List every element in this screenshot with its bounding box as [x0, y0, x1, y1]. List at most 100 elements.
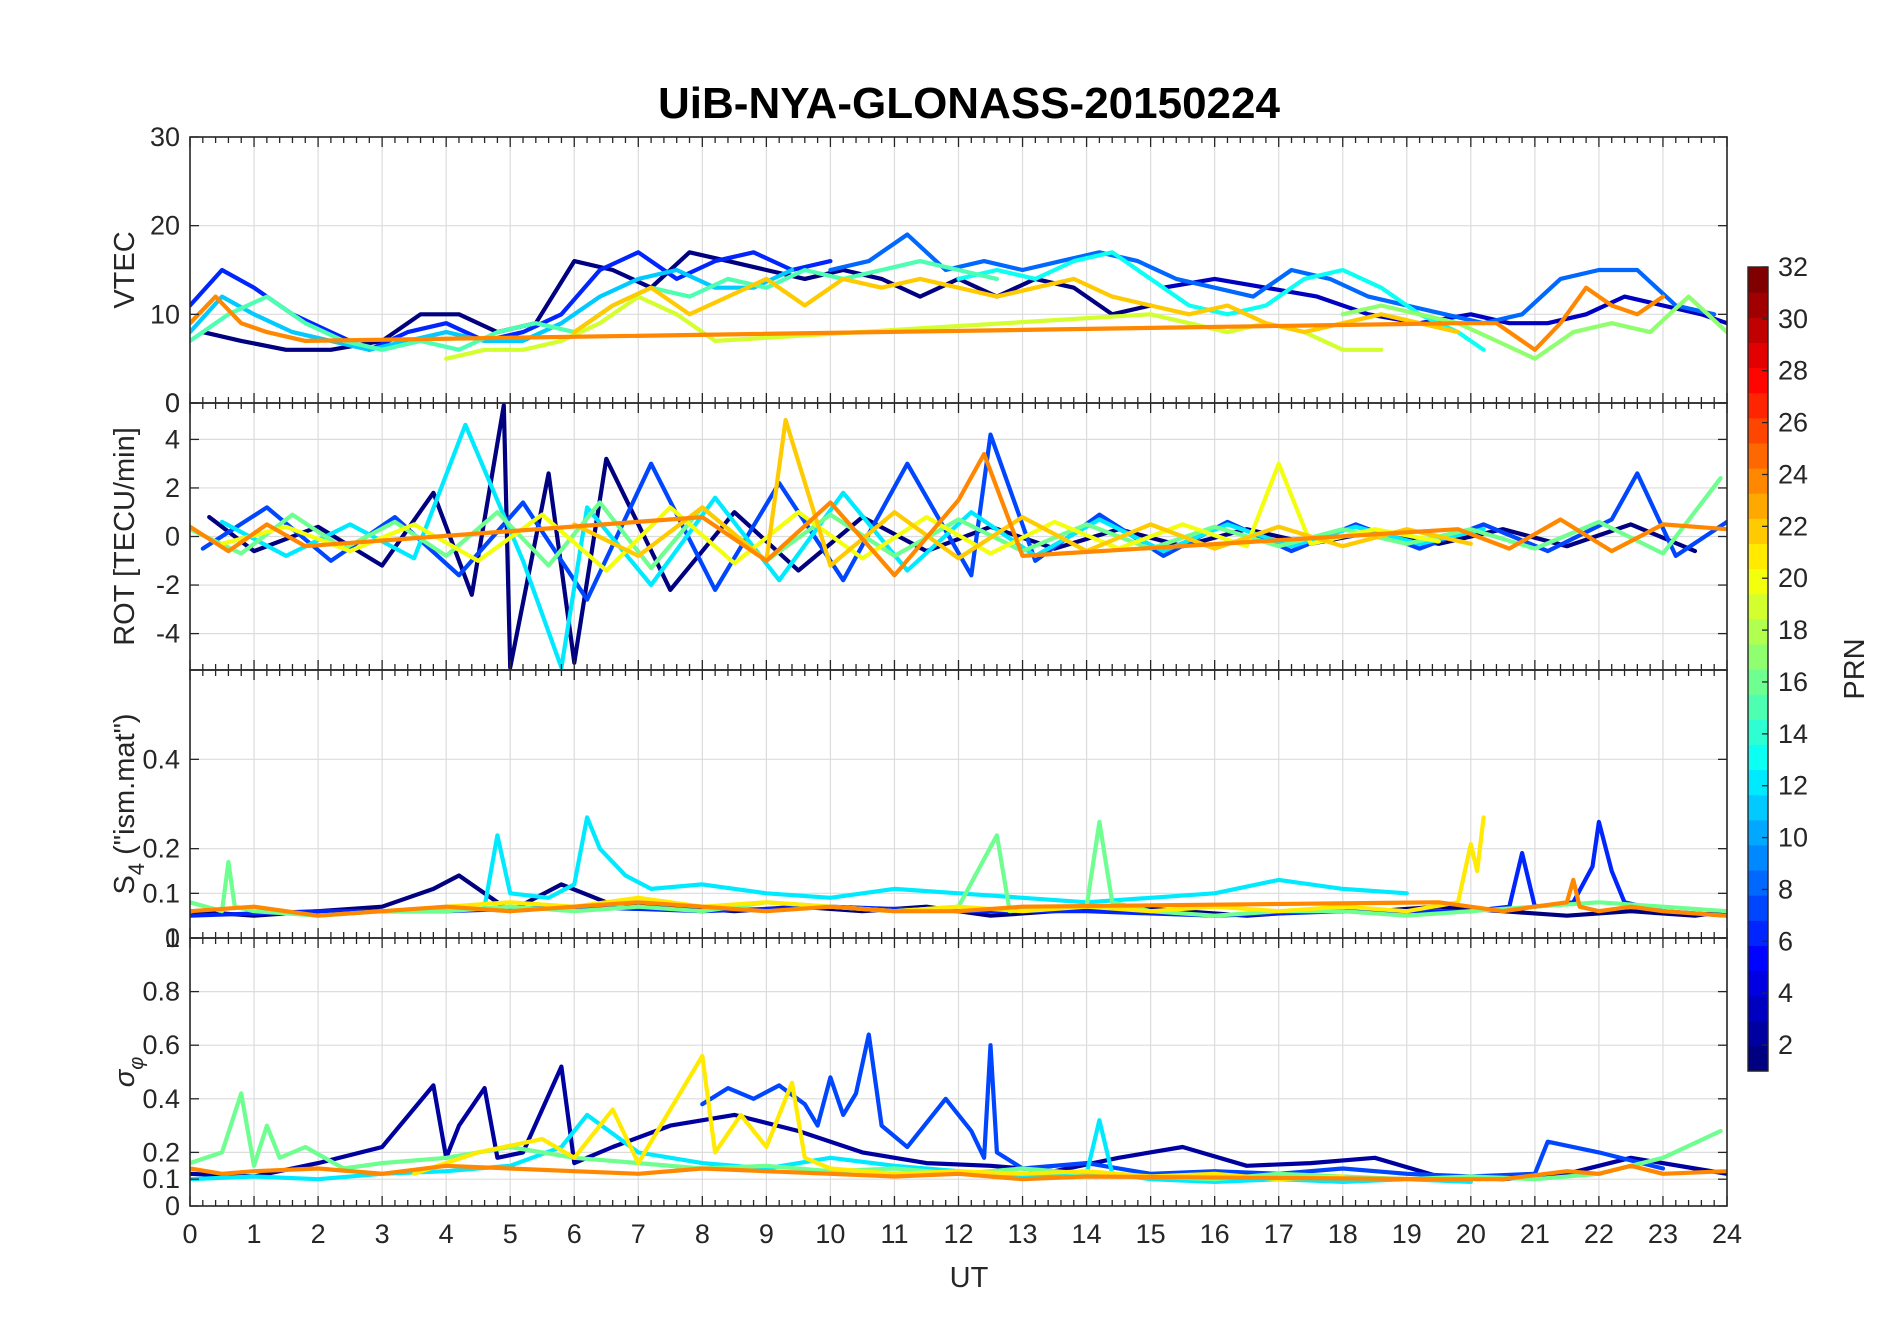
- y-axis-label: S4 ("ism.mat"): [109, 713, 149, 894]
- series-prn-8: [828, 232, 1717, 326]
- colorbar-segment: [1748, 518, 1768, 544]
- colorbar-segment: [1748, 568, 1768, 595]
- x-tick-label: 6: [567, 1219, 582, 1249]
- colorbar-segment: [1748, 719, 1768, 745]
- series-prn-13: [956, 250, 1486, 352]
- x-axis-label: UT: [950, 1262, 989, 1294]
- y-tick-label: 0: [165, 522, 180, 552]
- colorbar-tick-label: 20: [1778, 563, 1808, 593]
- colorbar-segment: [1748, 417, 1768, 444]
- series-prn-24: [190, 451, 1727, 578]
- y-tick-label: 0.8: [142, 977, 180, 1007]
- x-tick-label: 13: [1008, 1219, 1038, 1249]
- y-tick-label: 0.4: [142, 1084, 180, 1114]
- colorbar-segment: [1748, 292, 1768, 318]
- colorbar-tick-label: 2: [1778, 1030, 1793, 1060]
- colorbar-segment: [1748, 643, 1768, 670]
- colorbar-segment: [1748, 543, 1768, 570]
- x-tick-label: 5: [503, 1219, 518, 1249]
- x-tick-label: 0: [182, 1219, 197, 1249]
- x-tick-label: 15: [1136, 1219, 1166, 1249]
- y-tick-label: 4: [165, 424, 180, 454]
- colorbar-tick-label: 14: [1778, 719, 1808, 749]
- y-tick-label: -2: [156, 570, 180, 600]
- x-tick-label: 23: [1648, 1219, 1678, 1249]
- colorbar-tick-label: 4: [1778, 978, 1793, 1008]
- series-prn-7: [700, 1032, 1666, 1179]
- series-prn-7: [200, 432, 1727, 602]
- y-tick-label: 0: [165, 388, 180, 418]
- x-tick-label: 9: [759, 1219, 774, 1249]
- y-tick-label: 0: [165, 1191, 180, 1221]
- y-tick-label: 30: [150, 122, 180, 152]
- x-tick-label: 11: [880, 1219, 908, 1249]
- y-tick-label: 0.4: [142, 744, 180, 774]
- y-tick-label: 0.2: [142, 1137, 180, 1167]
- colorbar-tick-label: 12: [1778, 771, 1808, 801]
- y-tick-label: 0.1: [142, 878, 180, 908]
- colorbar-segment: [1748, 920, 1768, 946]
- colorbar-segment: [1748, 367, 1768, 394]
- colorbar-tick-label: 24: [1778, 459, 1808, 489]
- y-axis-label: VTEC: [109, 231, 141, 308]
- y-axis-label: σφ: [109, 1057, 148, 1088]
- x-tick-label: 16: [1200, 1219, 1230, 1249]
- colorbar-segment: [1748, 267, 1768, 293]
- colorbar-segment: [1748, 669, 1768, 695]
- x-tick-label: 24: [1712, 1219, 1742, 1249]
- x-tick-label: 1: [247, 1219, 262, 1249]
- series-prn-22: [572, 276, 1461, 335]
- colorbar-tick-label: 26: [1778, 408, 1808, 438]
- colorbar-segment: [1748, 468, 1768, 494]
- y-tick-label: 0: [165, 388, 180, 418]
- colorbar-segment: [1748, 819, 1768, 846]
- colorbar-segment: [1748, 694, 1768, 720]
- y-tick-label: 0.6: [142, 1030, 180, 1060]
- colorbar-segment: [1748, 970, 1768, 997]
- series-prn-24: [190, 1163, 1727, 1182]
- colorbar-segment: [1748, 769, 1768, 796]
- colorbar-segment: [1748, 945, 1768, 972]
- colorbar-tick-label: 18: [1778, 615, 1808, 645]
- colorbar-frame: [1747, 266, 1769, 1072]
- series-prn-24: [190, 877, 1727, 918]
- panel-2: -4 -2 0 2 4 0 ROT [TECU/min]: [109, 388, 1728, 671]
- colorbar-segment: [1748, 744, 1768, 771]
- y-tick-label: 20: [150, 211, 180, 241]
- x-tick-label: 4: [439, 1219, 454, 1249]
- y-tick-label: 0: [165, 923, 180, 953]
- x-tick-label: 17: [1264, 1219, 1294, 1249]
- x-tick-label: 3: [375, 1219, 390, 1249]
- y-tick-label: -4: [156, 619, 180, 649]
- chart-title: UiB-NYA-GLONASS-20150224: [658, 79, 1280, 128]
- colorbar-label: PRN: [1839, 638, 1871, 699]
- series-prn-1: [207, 403, 1698, 670]
- series-prn-17: [1340, 294, 1727, 361]
- x-tick-label: 18: [1328, 1219, 1358, 1249]
- colorbar-tick-label: 8: [1778, 874, 1793, 904]
- series-prn-11: [190, 267, 795, 352]
- colorbar-tick-label: 28: [1778, 356, 1808, 386]
- series-prn-3: [1161, 276, 1727, 326]
- colorbar-segment: [1748, 593, 1768, 620]
- series-prn-12: [482, 815, 1409, 909]
- colorbar-tick-label: 6: [1778, 926, 1793, 956]
- colorbar-tick-label: 10: [1778, 823, 1808, 853]
- panel-1: 0 10 20 30 VTEC: [109, 122, 1728, 418]
- colorbar-tick-label: 16: [1778, 667, 1808, 697]
- x-tick-label: 2: [311, 1219, 326, 1249]
- series-prn-12: [190, 1112, 1473, 1184]
- series-prn-21: [412, 1053, 1345, 1182]
- colorbar-segment: [1748, 1045, 1768, 1072]
- colorbar-segment: [1748, 870, 1768, 896]
- y-tick-label: 2: [165, 473, 180, 503]
- x-tick-label: 22: [1584, 1219, 1614, 1249]
- colorbar-segment: [1748, 844, 1768, 871]
- colorbar-segment: [1748, 794, 1768, 821]
- x-tick-label: 21: [1520, 1219, 1550, 1249]
- colorbar-tick-label: 32: [1778, 252, 1808, 282]
- colorbar-segment: [1748, 995, 1768, 1022]
- colorbar-segment: [1748, 317, 1768, 343]
- colorbar-segment: [1748, 618, 1768, 645]
